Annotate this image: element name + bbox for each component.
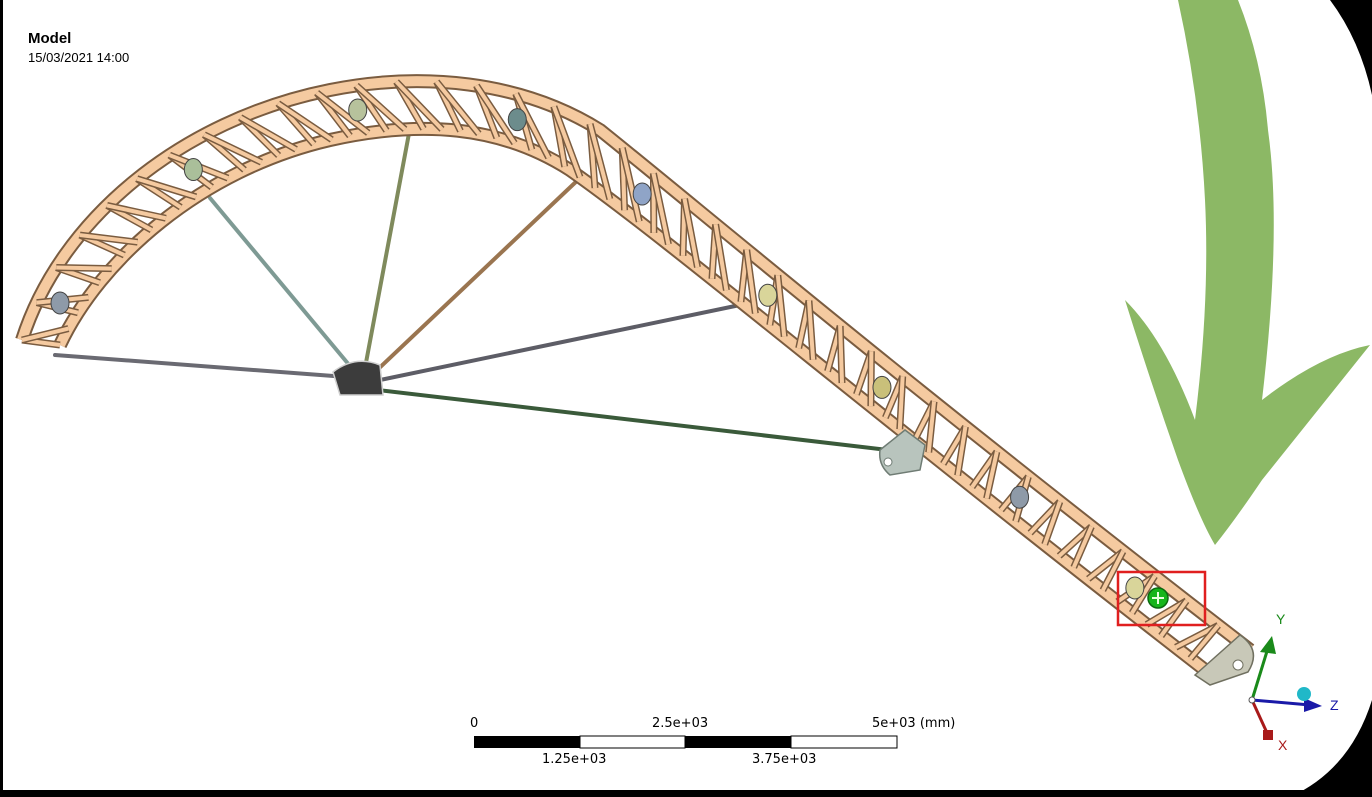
scale-tick-1250: 1.25e+03	[542, 752, 607, 767]
frame-left	[0, 0, 3, 797]
truss-diagonal-brace-fill	[56, 265, 112, 271]
truss-diagonal-brace-fill	[682, 198, 700, 268]
truss-diagonal-brace-fill	[355, 84, 407, 131]
frame-bottom	[0, 790, 1372, 797]
truss-braces[interactable]	[21, 79, 1252, 674]
selection-highlight-box	[1116, 570, 1207, 627]
truss-diagonal-brace-fill	[514, 92, 551, 159]
triad-x-axis	[1250, 699, 1270, 736]
truss-diagonal-brace-fill	[1071, 525, 1094, 569]
truss-diagonal-brace-fill	[136, 176, 197, 199]
cables[interactable]	[53, 126, 907, 454]
pin-cylinders[interactable]	[50, 98, 1145, 600]
triad-y-axis	[1250, 647, 1270, 701]
pin-cylinder[interactable]	[507, 108, 527, 132]
triad-y-label: Y	[1276, 611, 1286, 627]
scale-tick-0: 0	[470, 716, 479, 731]
scale-tick-5000: 5e+03 (mm)	[872, 716, 956, 731]
truss-diagonal-brace-fill	[926, 401, 937, 453]
truss-diagonal-brace-fill	[106, 203, 167, 221]
cable-lower[interactable]	[376, 388, 907, 454]
hub-joint[interactable]	[332, 360, 384, 396]
triad-y-arrowhead	[1260, 636, 1276, 654]
annotation-arrow	[1125, 0, 1370, 545]
triad-z-axis	[1251, 698, 1311, 707]
truss-diagonal-brace-fill	[203, 132, 263, 165]
truss-diagonal-brace-fill	[474, 84, 517, 145]
truss-diagonal-brace-fill	[1042, 501, 1062, 546]
corner-mask-top-right	[1330, 0, 1372, 95]
truss-diagonal-brace-fill	[239, 115, 298, 152]
view-timestamp: 15/03/2021 14:00	[28, 50, 130, 65]
truss-diagonal-brace-fill	[620, 147, 642, 223]
cable-upper-left[interactable]	[208, 196, 357, 374]
triad-z-sphere	[1297, 687, 1311, 701]
truss-diagonal-brace-fill	[744, 249, 758, 314]
truss-diagonal-brace-fill	[897, 376, 905, 430]
clevis-hole	[883, 457, 893, 467]
pin-cylinder[interactable]	[183, 158, 203, 182]
scale-seg-1	[474, 736, 580, 748]
pin-cylinder[interactable]	[348, 98, 368, 122]
triad-z-arrowhead	[1304, 698, 1322, 712]
end-support-plate[interactable]	[1193, 634, 1255, 686]
pin-cylinder[interactable]	[50, 291, 70, 315]
scale-tick-2500: 2.5e+03	[652, 716, 709, 731]
truss-diagonal-brace-fill	[806, 300, 816, 360]
truss-diagonal-brace-fill	[1159, 599, 1189, 638]
truss-diagonal-brace-fill	[79, 233, 138, 245]
pin-cylinder[interactable]	[758, 283, 778, 307]
corner-mask-bottom-right	[1290, 700, 1372, 797]
truss-diagonal-brace-fill	[651, 172, 671, 245]
pin-cylinder[interactable]	[632, 182, 652, 206]
scale-bar	[474, 735, 898, 749]
truss-diagonal-brace-fill	[277, 101, 333, 142]
pin-cylinder[interactable]	[1010, 485, 1030, 509]
truss-diagonal-brace-fill	[1130, 575, 1157, 615]
cable-left[interactable]	[53, 353, 362, 380]
triad-x-label: X	[1278, 737, 1288, 753]
scale-seg-3	[685, 736, 791, 748]
triad-origin	[1248, 696, 1256, 704]
scale-tick-3750: 3.75e+03	[752, 752, 817, 767]
truss-diagonal-brace-fill	[1188, 624, 1220, 660]
cable-upper[interactable]	[363, 126, 412, 370]
truss-diagonal-brace-fill	[394, 80, 444, 131]
truss-diagonal-brace-fill	[955, 426, 968, 476]
coordinate-triad	[1248, 636, 1322, 740]
triad-x-box	[1263, 730, 1273, 740]
view-title: Model	[28, 30, 72, 47]
truss-diagonal-brace-fill	[775, 275, 787, 337]
scale-seg-2	[579, 735, 686, 749]
pin-cylinder[interactable]	[1125, 576, 1145, 600]
truss-diagonal-brace-fill	[552, 105, 582, 178]
truss-diagonal-brace-fill	[713, 223, 729, 291]
truss-diagonal-brace-fill	[588, 123, 612, 200]
truss-diagonal-brace-fill	[1101, 550, 1125, 592]
truss-diagonal-brace-fill	[21, 326, 69, 342]
cable-right[interactable]	[378, 303, 742, 382]
scale-seg-4	[790, 735, 898, 749]
truss-diagonal-brace-fill	[838, 325, 845, 384]
end-support-hole	[1232, 659, 1244, 671]
cable-upper-right[interactable]	[373, 176, 582, 374]
truss-diagonal-brace-fill	[984, 451, 999, 499]
pin-cylinder[interactable]	[872, 375, 892, 399]
truss-outer-chord-fill	[17, 76, 1254, 654]
truss-diagonal-brace-fill	[315, 91, 370, 135]
triad-z-label: Z	[1330, 697, 1339, 713]
truss-diagonal-brace-fill	[434, 80, 481, 136]
